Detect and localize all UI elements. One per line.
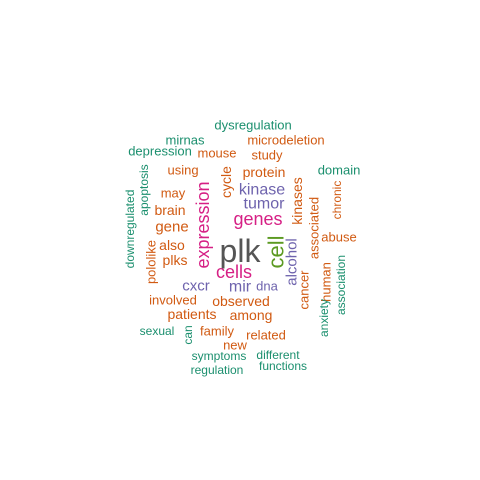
word-kinases: kinases (289, 177, 305, 224)
word-depression: depression (128, 144, 192, 159)
word-observed: observed (212, 293, 270, 309)
word-anxiety: anxiety (317, 299, 331, 337)
word-domain: domain (318, 163, 361, 178)
word-downregulated: downregulated (123, 190, 137, 269)
word-different: different (256, 348, 300, 362)
word-new: new (223, 338, 247, 353)
word-using: using (167, 163, 198, 178)
word-protein: protein (243, 164, 286, 180)
word-mirnas: mirnas (165, 133, 205, 148)
word-kinase: kinase (239, 182, 285, 199)
word-pololike: pololike (144, 240, 159, 284)
word-plks: plks (163, 252, 188, 268)
word-family: family (200, 324, 234, 339)
word-alcohol: alcohol (284, 238, 301, 286)
word-cxcr: cxcr (182, 278, 210, 295)
word-microdeletion: microdeletion (247, 133, 324, 148)
word-chronic: chronic (330, 181, 344, 220)
word-related: related (246, 328, 286, 343)
word-gene: gene (155, 219, 188, 236)
word-symptoms: symptoms (192, 349, 247, 363)
word-mir: mir (229, 279, 252, 296)
word-association: association (334, 255, 348, 315)
word-cell: cell (264, 235, 289, 268)
word-genes: genes (233, 209, 282, 229)
word-study: study (251, 148, 283, 163)
word-may: may (161, 186, 186, 201)
word-brain: brain (154, 202, 185, 218)
word-tumor: tumor (244, 196, 286, 213)
word-expression: expression (193, 181, 213, 268)
word-cancer: cancer (297, 270, 312, 310)
word-functions: functions (259, 359, 307, 373)
word-dysregulation: dysregulation (214, 118, 291, 133)
word-dna: dna (256, 279, 278, 294)
word-cycle: cycle (218, 166, 234, 198)
word-apoptosis: apoptosis (137, 164, 151, 215)
word-plk: plk (220, 233, 262, 269)
word-abuse: abuse (321, 230, 356, 245)
word-patients: patients (167, 306, 216, 322)
word-human: human (319, 262, 334, 302)
word-involved: involved (149, 293, 197, 308)
word-also: also (159, 237, 185, 253)
word-cells: cells (216, 262, 252, 282)
word-mouse: mouse (197, 146, 236, 161)
word-can: can (181, 325, 195, 344)
word-regulation: regulation (191, 363, 244, 377)
word-sexual: sexual (140, 324, 175, 338)
word-associated: associated (307, 197, 322, 259)
word-among: among (230, 307, 273, 323)
